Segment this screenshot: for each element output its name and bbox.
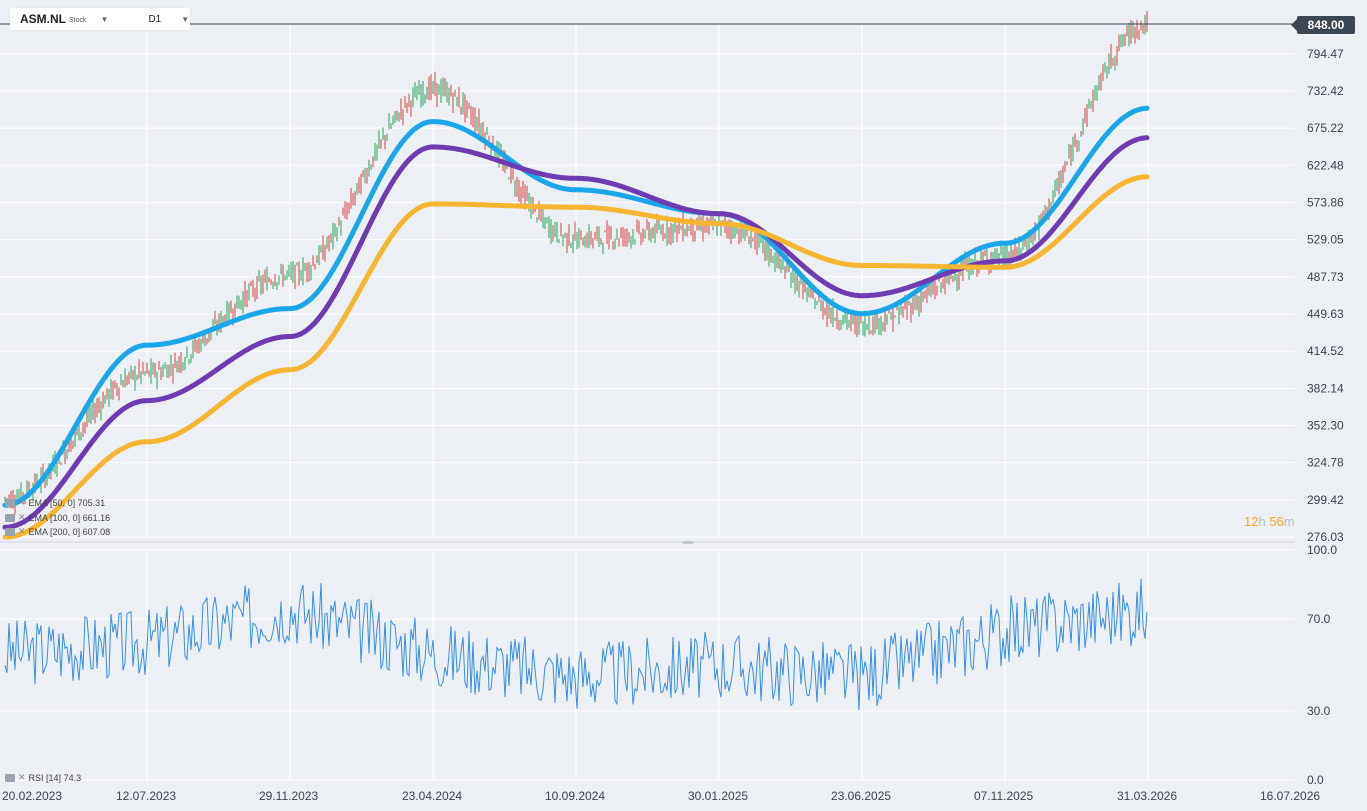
rsi-y-tick-label: 0.0	[1307, 773, 1324, 787]
y-tick-label: 573.86	[1307, 195, 1344, 209]
ema-line	[2, 174, 1150, 540]
indicator-settings-icon[interactable]	[5, 773, 15, 782]
symbol-type-label: Stock	[69, 17, 87, 24]
legend-ema200-label: EMA [200, 0] 607.08	[28, 526, 111, 537]
x-tick-label: 23.06.2025	[831, 789, 891, 803]
remove-indicator-icon[interactable]: ✕	[18, 512, 26, 522]
legend-rsi[interactable]: ✕ RSI [14] 74.3	[5, 772, 81, 783]
rsi-y-tick-label: 100.0	[1307, 543, 1337, 557]
rsi-y-tick-label: 70.0	[1307, 612, 1331, 626]
x-tick-label: 07.11.2025	[974, 789, 1033, 803]
indicator-settings-icon[interactable]	[5, 513, 15, 522]
timer-minutes: 56	[1269, 514, 1284, 529]
timer-hours-unit: h	[1258, 514, 1266, 529]
pane-resize-handle[interactable]	[683, 541, 693, 544]
legend-rsi-label: RSI [14] 74.3	[28, 772, 82, 783]
candle-countdown: 12h 56m	[1244, 514, 1295, 529]
ema-line	[2, 105, 1150, 508]
y-tick-label: 622.48	[1307, 158, 1344, 172]
rsi-y-tick-label: 30.0	[1307, 704, 1331, 718]
y-tick-label: 529.05	[1307, 233, 1344, 247]
y-tick-label: 352.30	[1307, 418, 1344, 432]
interval-label[interactable]: D1	[148, 13, 162, 25]
y-tick-label: 299.42	[1307, 493, 1344, 507]
legend-ema50[interactable]: ✕ EMA [50, 0] 705.31	[5, 497, 105, 508]
legend-ema50-label: EMA [50, 0] 705.31	[28, 497, 106, 508]
x-tick-label: 23.04.2024	[402, 789, 462, 803]
x-tick-label: 29.11.2023	[259, 789, 318, 803]
y-tick-label: 382.14	[1307, 381, 1344, 395]
timer-hours: 12	[1244, 514, 1259, 529]
ema-line	[2, 135, 1150, 530]
x-tick-label: 31.03.2026	[1117, 789, 1177, 803]
x-tick-label: 30.01.2025	[688, 789, 748, 803]
indicator-settings-icon[interactable]	[5, 527, 15, 536]
x-tick-label: 10.09.2024	[545, 789, 605, 803]
last-price-tag: 848.00	[1291, 16, 1355, 34]
y-tick-label: 794.47	[1307, 47, 1344, 61]
symbol-dropdown-icon[interactable]: ▼	[100, 14, 109, 24]
legend-ema200[interactable]: ✕ EMA [200, 0] 607.08	[5, 526, 110, 537]
y-tick-label: 324.78	[1307, 456, 1344, 470]
timer-minutes-unit: m	[1283, 514, 1295, 529]
remove-indicator-icon[interactable]: ✕	[18, 497, 26, 507]
rsi-line	[4, 578, 1148, 711]
remove-indicator-icon[interactable]: ✕	[18, 772, 26, 782]
legend-ema100-label: EMA [100, 0] 661.16	[28, 512, 111, 523]
x-tick-label: 12.07.2023	[116, 789, 176, 803]
y-tick-label: 276.03	[1307, 530, 1344, 544]
y-tick-label: 732.42	[1307, 84, 1344, 98]
symbol-label: ASM.NL	[20, 12, 66, 26]
x-tick-label: 16.07.2026	[1260, 789, 1320, 803]
legend-ema100[interactable]: ✕ EMA [100, 0] 661.16	[5, 512, 110, 523]
x-tick-label: 20.02.2023	[2, 789, 62, 803]
symbol-selector[interactable]: ASM.NL Stock ▼ D1 ▼	[10, 8, 190, 30]
y-tick-label: 414.52	[1307, 344, 1344, 358]
y-tick-label: 675.22	[1307, 121, 1344, 135]
indicator-settings-icon[interactable]	[5, 498, 15, 507]
y-tick-label: 449.63	[1307, 307, 1344, 321]
remove-indicator-icon[interactable]: ✕	[18, 526, 26, 536]
y-tick-label: 487.73	[1307, 270, 1344, 284]
interval-dropdown-icon[interactable]: ▼	[181, 14, 190, 24]
